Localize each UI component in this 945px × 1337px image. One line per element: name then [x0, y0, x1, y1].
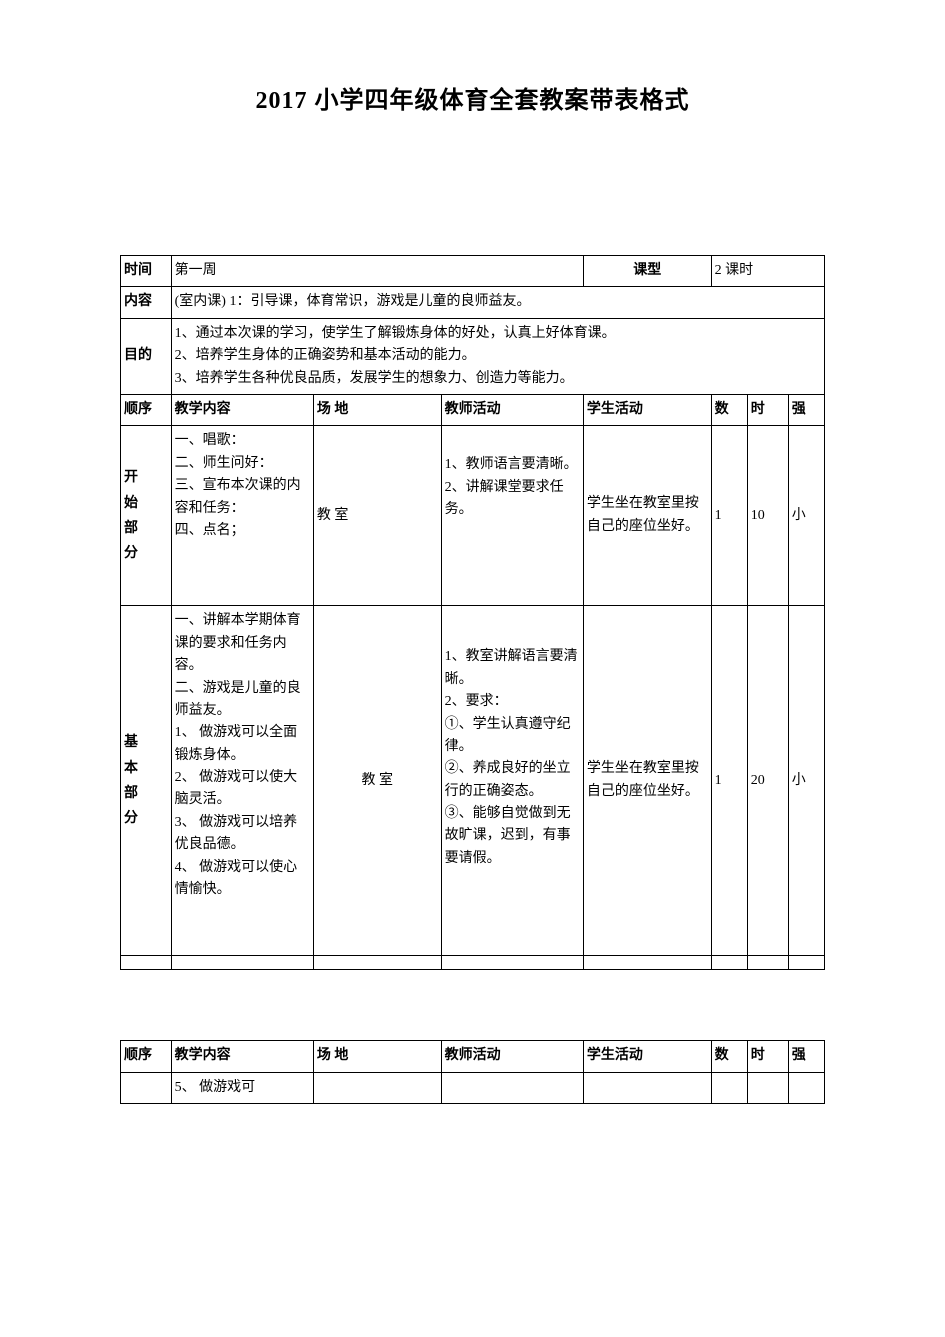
cont-content: 5、 做游戏可 [171, 1072, 313, 1103]
time-value: 第一周 [171, 256, 583, 287]
hdr2-student: 学生活动 [583, 1041, 711, 1072]
hdr2-teacher: 教师活动 [441, 1041, 583, 1072]
hdr-location: 场 地 [313, 394, 441, 425]
hdr2-num: 数 [711, 1041, 747, 1072]
section-start: 开 始 部 分 一、唱歌： 二、师生问好： 三、宣布本次课的内容和任务： 四、点… [121, 426, 825, 606]
type-value: 2 课时 [711, 256, 824, 287]
hdr-content: 教学内容 [171, 394, 313, 425]
cont-location [313, 1072, 441, 1103]
section2-num: 1 [711, 606, 747, 956]
lesson-plan-table-2: 顺序 教学内容 场 地 教师活动 学生活动 数 时 强 5、 做游戏可 [120, 1040, 825, 1104]
hdr-time: 时 [747, 394, 788, 425]
cont-num [711, 1072, 747, 1103]
cont-student [583, 1072, 711, 1103]
purpose-label: 目的 [121, 318, 172, 394]
cont-time [747, 1072, 788, 1103]
row-time: 时间 第一周 课型 2 课时 [121, 256, 825, 287]
header-row: 顺序 教学内容 场 地 教师活动 学生活动 数 时 强 [121, 394, 825, 425]
section1-num: 1 [711, 426, 747, 606]
section2-time: 20 [747, 606, 788, 956]
time-label: 时间 [121, 256, 172, 287]
hdr2-time: 时 [747, 1041, 788, 1072]
hdr-teacher: 教师活动 [441, 394, 583, 425]
section2-student: 学生坐在教室里按自己的座位坐好。 [583, 606, 711, 956]
section1-content: 一、唱歌： 二、师生问好： 三、宣布本次课的内容和任务： 四、点名； [171, 426, 313, 606]
section2-teacher: 1、教室讲解语言要清晰。 2、要求： ①、学生认真遵守纪律。 ②、养成良好的坐立… [441, 606, 583, 956]
hdr2-intensity: 强 [788, 1041, 824, 1072]
row-continuation: 5、 做游戏可 [121, 1072, 825, 1103]
row-purpose: 目的 1、通过本次课的学习，使学生了解锻炼身体的好处，认真上好体育课。 2、培养… [121, 318, 825, 394]
section2-intensity: 小 [788, 606, 824, 956]
cont-intensity [788, 1072, 824, 1103]
row-content: 内容 (室内课) 1：引导课，体育常识，游戏是儿童的良师益友。 [121, 287, 825, 318]
hdr2-content: 教学内容 [171, 1041, 313, 1072]
gap-row [121, 956, 825, 970]
content-value: (室内课) 1：引导课，体育常识，游戏是儿童的良师益友。 [171, 287, 824, 318]
page-title: 2017 小学四年级体育全套教案带表格式 [120, 80, 825, 115]
purpose-value: 1、通过本次课的学习，使学生了解锻炼身体的好处，认真上好体育课。 2、培养学生身… [171, 318, 824, 394]
section1-label: 开 始 部 分 [121, 426, 172, 606]
section1-student: 学生坐在教室里按自己的座位坐好。 [583, 426, 711, 606]
section1-location: 教 室 [313, 426, 441, 606]
section1-teacher: 1、教师语言要清晰。 2、讲解课堂要求任务。 [441, 426, 583, 606]
section1-time: 10 [747, 426, 788, 606]
section-basic: 基 本 部 分 一、讲解本学期体育课的要求和任务内容。 二、游戏是儿童的良师益友… [121, 606, 825, 956]
section2-location: 教 室 [313, 606, 441, 956]
lesson-plan-table-1: 时间 第一周 课型 2 课时 内容 (室内课) 1：引导课，体育常识，游戏是儿童… [120, 255, 825, 970]
content-label: 内容 [121, 287, 172, 318]
hdr-order: 顺序 [121, 394, 172, 425]
hdr-num: 数 [711, 394, 747, 425]
hdr2-order: 顺序 [121, 1041, 172, 1072]
header-row-2: 顺序 教学内容 场 地 教师活动 学生活动 数 时 强 [121, 1041, 825, 1072]
section1-intensity: 小 [788, 426, 824, 606]
cont-teacher [441, 1072, 583, 1103]
hdr-student: 学生活动 [583, 394, 711, 425]
section2-label: 基 本 部 分 [121, 606, 172, 956]
spacer [120, 970, 825, 1040]
hdr-intensity: 强 [788, 394, 824, 425]
hdr2-location: 场 地 [313, 1041, 441, 1072]
type-label: 课型 [583, 256, 711, 287]
cont-label [121, 1072, 172, 1103]
section2-content: 一、讲解本学期体育课的要求和任务内容。 二、游戏是儿童的良师益友。 1、 做游戏… [171, 606, 313, 956]
